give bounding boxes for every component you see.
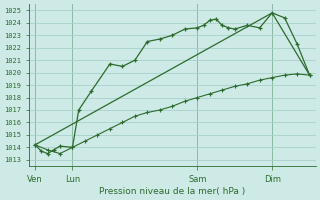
X-axis label: Pression niveau de la mer( hPa ): Pression niveau de la mer( hPa ): [99, 187, 245, 196]
